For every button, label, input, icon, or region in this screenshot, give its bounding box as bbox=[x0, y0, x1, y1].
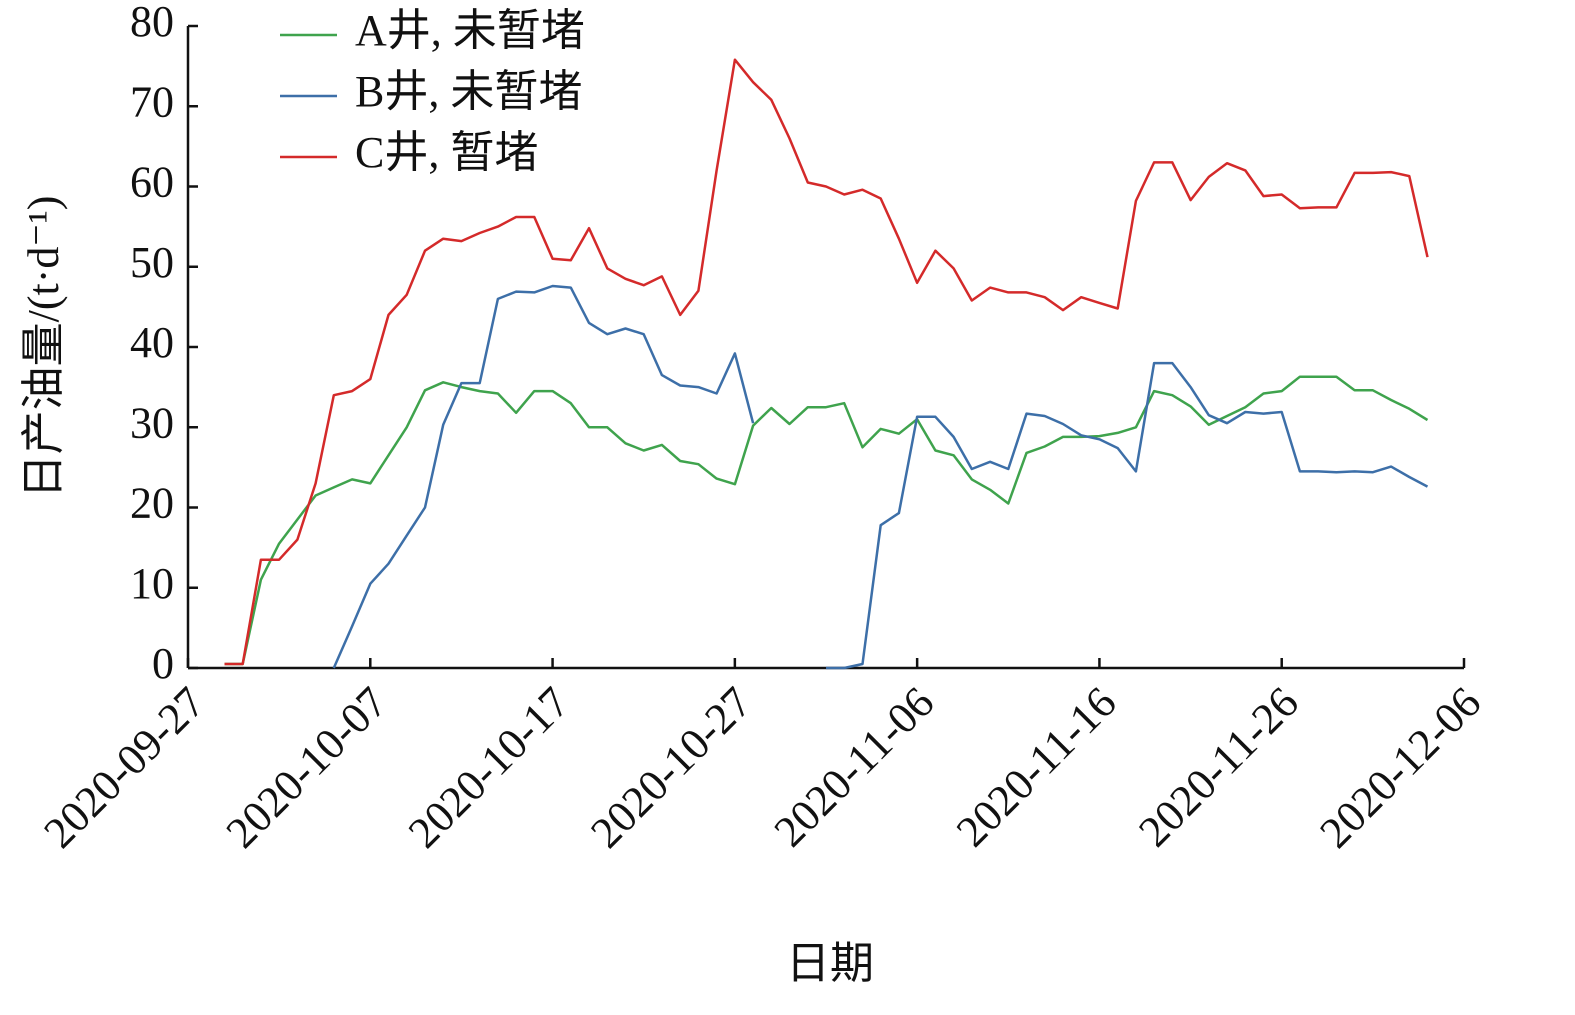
y-tick-label: 80 bbox=[130, 0, 174, 46]
series-line bbox=[332, 284, 1429, 670]
y-tick-label: 60 bbox=[130, 158, 174, 207]
y-axis-label: 日产油量/(t·d⁻¹) bbox=[19, 196, 68, 499]
x-tick-label: 2020-10-17 bbox=[399, 678, 579, 858]
y-tick-label: 50 bbox=[130, 238, 174, 287]
x-tick-label: 2020-10-27 bbox=[581, 678, 761, 858]
x-tick-label: 2020-12-06 bbox=[1310, 678, 1490, 858]
y-tick-label: 0 bbox=[152, 639, 174, 688]
x-tick-label: 2020-11-26 bbox=[1129, 678, 1308, 857]
y-tick-label: 40 bbox=[130, 318, 174, 367]
x-tick-label: 2020-10-07 bbox=[217, 678, 397, 858]
legend-label: A井, 未暂堵 bbox=[355, 6, 585, 55]
x-tick-label: 2020-11-06 bbox=[765, 678, 944, 857]
series-line bbox=[224, 375, 1429, 666]
legend-label: C井, 暂堵 bbox=[355, 128, 538, 177]
x-axis-label: 日期 bbox=[786, 939, 874, 988]
x-tick-label: 2020-09-27 bbox=[34, 678, 214, 858]
y-tick-label: 10 bbox=[130, 559, 174, 608]
y-tick-label: 70 bbox=[130, 77, 174, 126]
y-tick-label: 20 bbox=[130, 479, 174, 528]
legend-label: B井, 未暂堵 bbox=[355, 67, 582, 116]
series-line bbox=[224, 58, 1429, 666]
y-tick-label: 30 bbox=[130, 398, 174, 447]
x-tick-label: 2020-11-16 bbox=[947, 678, 1126, 857]
